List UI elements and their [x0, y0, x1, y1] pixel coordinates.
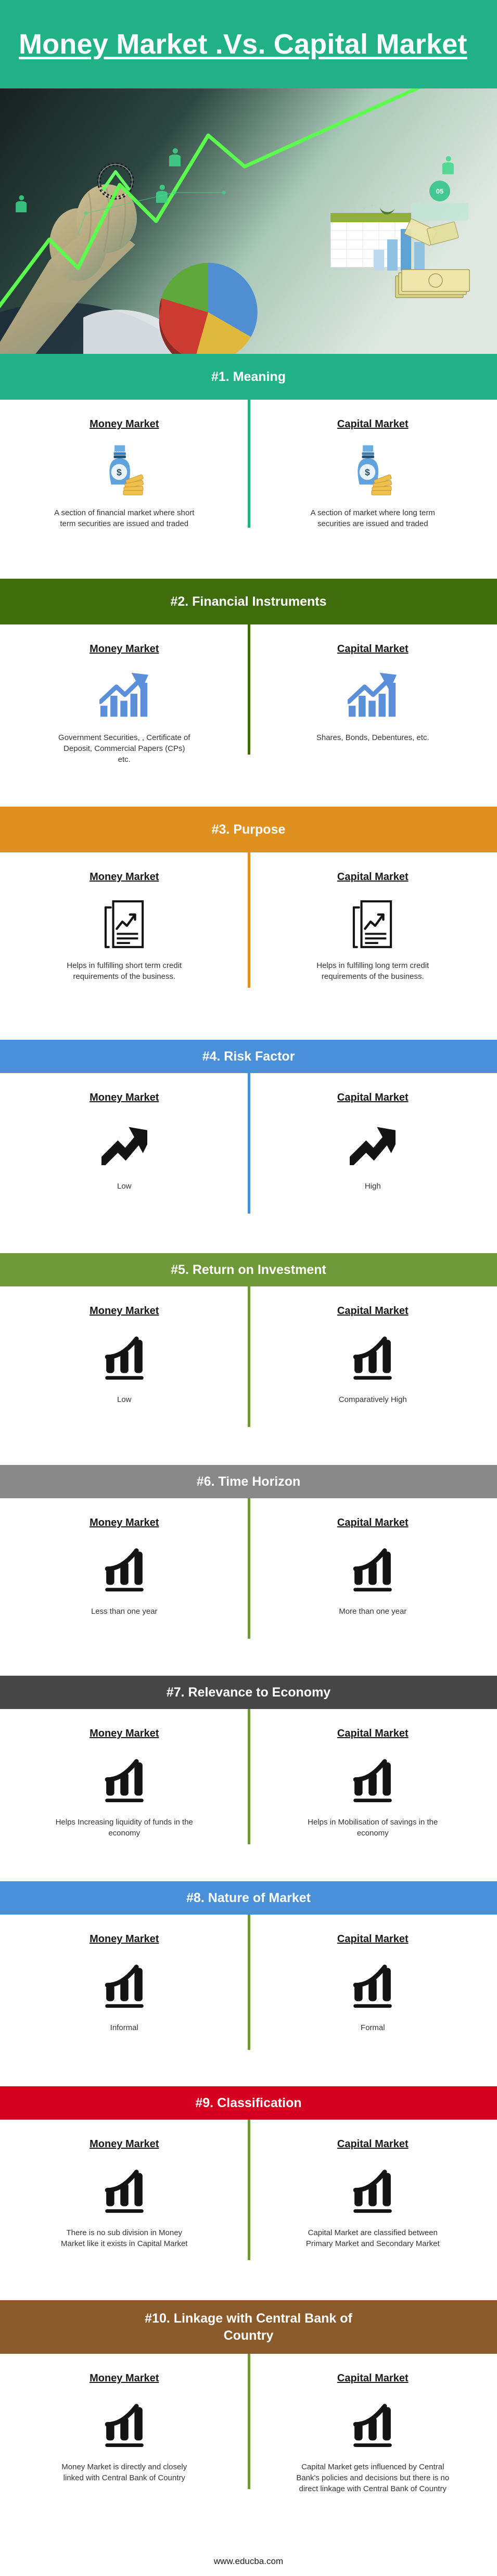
svg-text:05: 05: [436, 187, 443, 195]
